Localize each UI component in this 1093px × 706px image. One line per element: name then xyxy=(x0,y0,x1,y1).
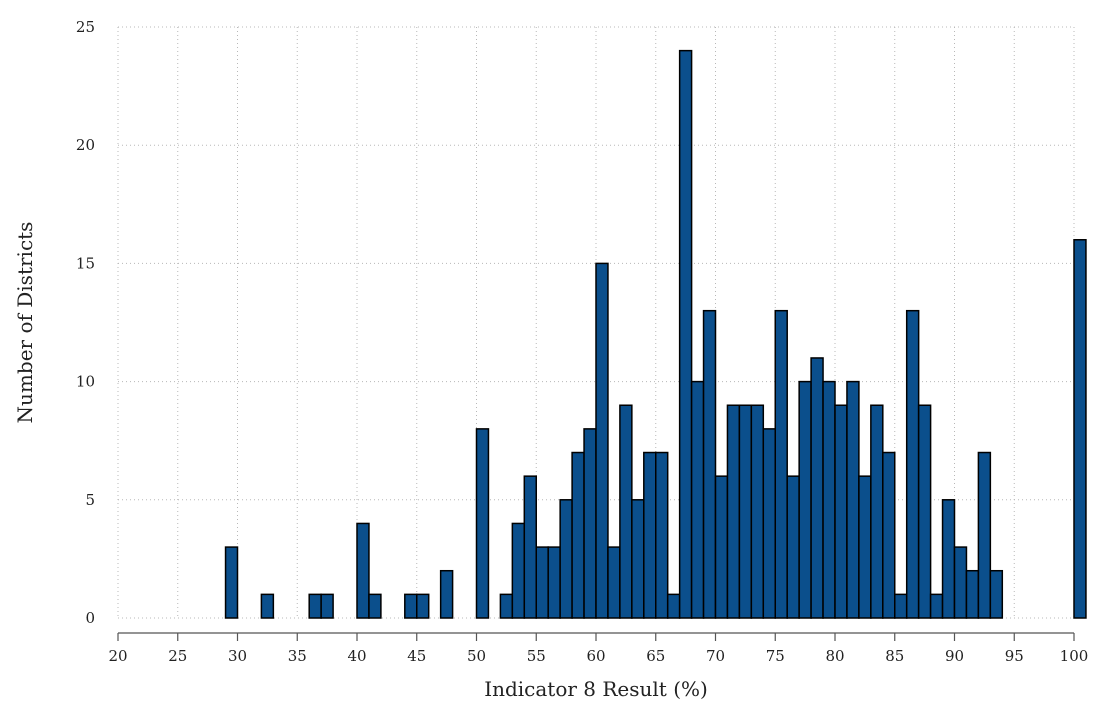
histogram-bar xyxy=(714,475,729,619)
histogram-bar xyxy=(690,380,705,619)
histogram-bar xyxy=(320,593,334,619)
histogram-bar xyxy=(260,593,275,619)
x-tick-label: 45 xyxy=(407,647,426,665)
histogram-bar xyxy=(416,593,430,619)
histogram-bar xyxy=(702,309,717,619)
histogram-bar xyxy=(810,357,824,619)
histogram-bar xyxy=(822,380,836,619)
histogram-bar xyxy=(475,428,490,619)
histogram-bar xyxy=(774,309,788,619)
x-tick-label: 30 xyxy=(228,647,247,665)
histogram-bar xyxy=(523,475,537,619)
x-tick-label: 60 xyxy=(586,647,605,665)
histogram-bar xyxy=(929,593,944,619)
x-tick-label: 50 xyxy=(467,647,486,665)
axes: 0 5 10 15 20 25 20 25 30 35 40 45 50 55 60 65 70 75 80 85 90… xyxy=(76,18,1088,665)
histogram-bar xyxy=(953,546,968,619)
histogram-bar xyxy=(965,569,980,619)
x-tick-label: 65 xyxy=(646,647,665,665)
bars xyxy=(224,49,1087,619)
histogram-bar xyxy=(846,380,860,619)
histogram-bar xyxy=(977,451,992,619)
y-axis-title: Number of Districts xyxy=(13,222,37,424)
histogram-bar xyxy=(571,451,585,619)
x-tick-label: 20 xyxy=(108,647,127,665)
histogram-bar xyxy=(882,451,896,619)
histogram-bar xyxy=(308,593,322,619)
histogram-bar xyxy=(583,428,597,619)
x-tick-label: 85 xyxy=(885,647,904,665)
histogram-bar xyxy=(762,428,776,619)
x-tick-label: 35 xyxy=(288,647,307,665)
y-tick-label: 25 xyxy=(76,18,95,36)
histogram-bar xyxy=(917,404,932,619)
histogram-bar xyxy=(894,593,908,619)
histogram-bar xyxy=(798,380,812,619)
histogram-bar xyxy=(559,499,573,619)
histogram-bar xyxy=(511,522,526,619)
histogram-bar xyxy=(726,404,741,619)
histogram-bar xyxy=(870,404,884,619)
x-tick-label: 80 xyxy=(825,647,844,665)
y-tick-label: 10 xyxy=(76,373,95,391)
histogram-bar xyxy=(738,404,753,619)
histogram-bar xyxy=(607,546,621,619)
x-axis-title: Indicator 8 Result (%) xyxy=(484,677,708,701)
histogram-bar xyxy=(619,404,633,619)
histogram-bar xyxy=(535,546,549,619)
histogram-bar xyxy=(989,569,1004,619)
histogram-bar xyxy=(224,546,239,619)
x-tick-label: 55 xyxy=(527,647,546,665)
histogram-bar xyxy=(905,309,920,619)
histogram-bar xyxy=(643,451,657,619)
x-tick-label: 75 xyxy=(766,647,785,665)
x-tick-label: 25 xyxy=(168,647,187,665)
x-tick-label: 40 xyxy=(347,647,366,665)
histogram-bar xyxy=(750,404,765,619)
histogram-bar xyxy=(499,593,514,619)
x-tick-label: 100 xyxy=(1060,647,1089,665)
histogram-bar xyxy=(631,499,645,619)
y-tick-label: 15 xyxy=(76,254,95,272)
histogram-bar xyxy=(595,262,609,619)
histogram-bar xyxy=(678,49,693,619)
x-tick-label: 95 xyxy=(1005,647,1024,665)
histogram-bar xyxy=(858,475,872,619)
histogram-bar xyxy=(834,404,848,619)
histogram-bar xyxy=(368,593,382,619)
x-tick-label: 70 xyxy=(706,647,725,665)
x-tick-label: 90 xyxy=(945,647,964,665)
y-tick-label: 5 xyxy=(85,491,95,509)
y-tick-label: 20 xyxy=(76,136,95,154)
histogram-bar xyxy=(786,475,800,619)
histogram-bar xyxy=(356,522,370,619)
histogram-bar xyxy=(666,593,681,619)
histogram-bar xyxy=(439,569,454,619)
histogram-bar xyxy=(547,546,561,619)
histogram-bar xyxy=(941,499,956,619)
histogram-bar xyxy=(404,593,418,619)
y-tick-label: 0 xyxy=(85,609,95,627)
histogram-bar xyxy=(1073,239,1087,619)
histogram-bar xyxy=(655,451,669,619)
